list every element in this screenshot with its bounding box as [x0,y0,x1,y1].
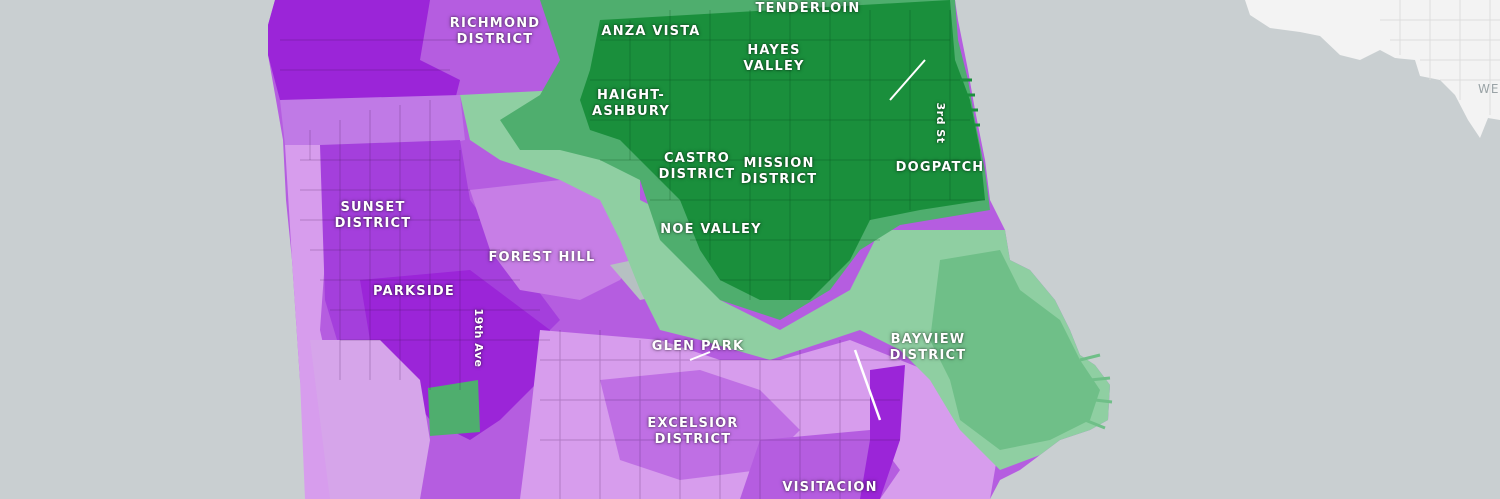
stonestown-block [428,380,480,436]
east-bay-streets [1380,0,1500,115]
label-parkside: PARKSIDE [373,284,455,299]
richmond-area [268,0,460,125]
label-mission-district: MISSION DISTRICT [740,156,818,187]
label-glen-park: GLEN PARK [651,339,745,354]
east-bay-land [1245,0,1500,138]
piers-south [1079,353,1113,430]
tract-borders-green [590,10,985,300]
label-sunset-district: SUNSET DISTRICT [334,200,412,231]
label-east-bay-clipped: WE [1478,82,1500,96]
label-street-19th-ave: 19th Ave [472,308,485,368]
lake-merced-area [310,340,430,499]
piers [955,78,980,127]
label-visitacion: VISITACION [782,480,878,495]
glen-park-line [689,351,711,361]
label-anza-vista: ANZA VISTA [601,24,701,39]
label-haight-ashbury: HAIGHT- ASHBURY [592,88,670,119]
label-hayes-valley: HAYES VALLEY [743,43,805,74]
label-excelsior-district: EXCELSIOR DISTRICT [647,416,739,447]
tract-borders [280,39,900,499]
parkside-area [360,270,550,440]
green-dark-area [580,0,985,300]
bayview-green [930,250,1100,450]
waterfront-line [889,59,926,101]
label-richmond-district: RICHMOND DISTRICT [449,16,541,47]
forest-hill-area [470,180,640,300]
label-street-3rd-st: 3rd St [934,102,947,144]
label-castro-district: CASTRO DISTRICT [658,151,736,182]
visitacion-area [740,430,900,499]
label-dogpatch: DOGPATCH [895,160,985,175]
label-tenderloin: TENDERLOIN [755,1,861,16]
park-strip [280,95,465,150]
excelsior-mid [600,370,800,480]
label-forest-hill: FOREST HILL [488,250,596,265]
label-bayview-district: BAYVIEW DISTRICT [889,332,967,363]
highway-line [853,349,882,421]
label-noe-valley: NOE VALLEY [660,222,762,237]
